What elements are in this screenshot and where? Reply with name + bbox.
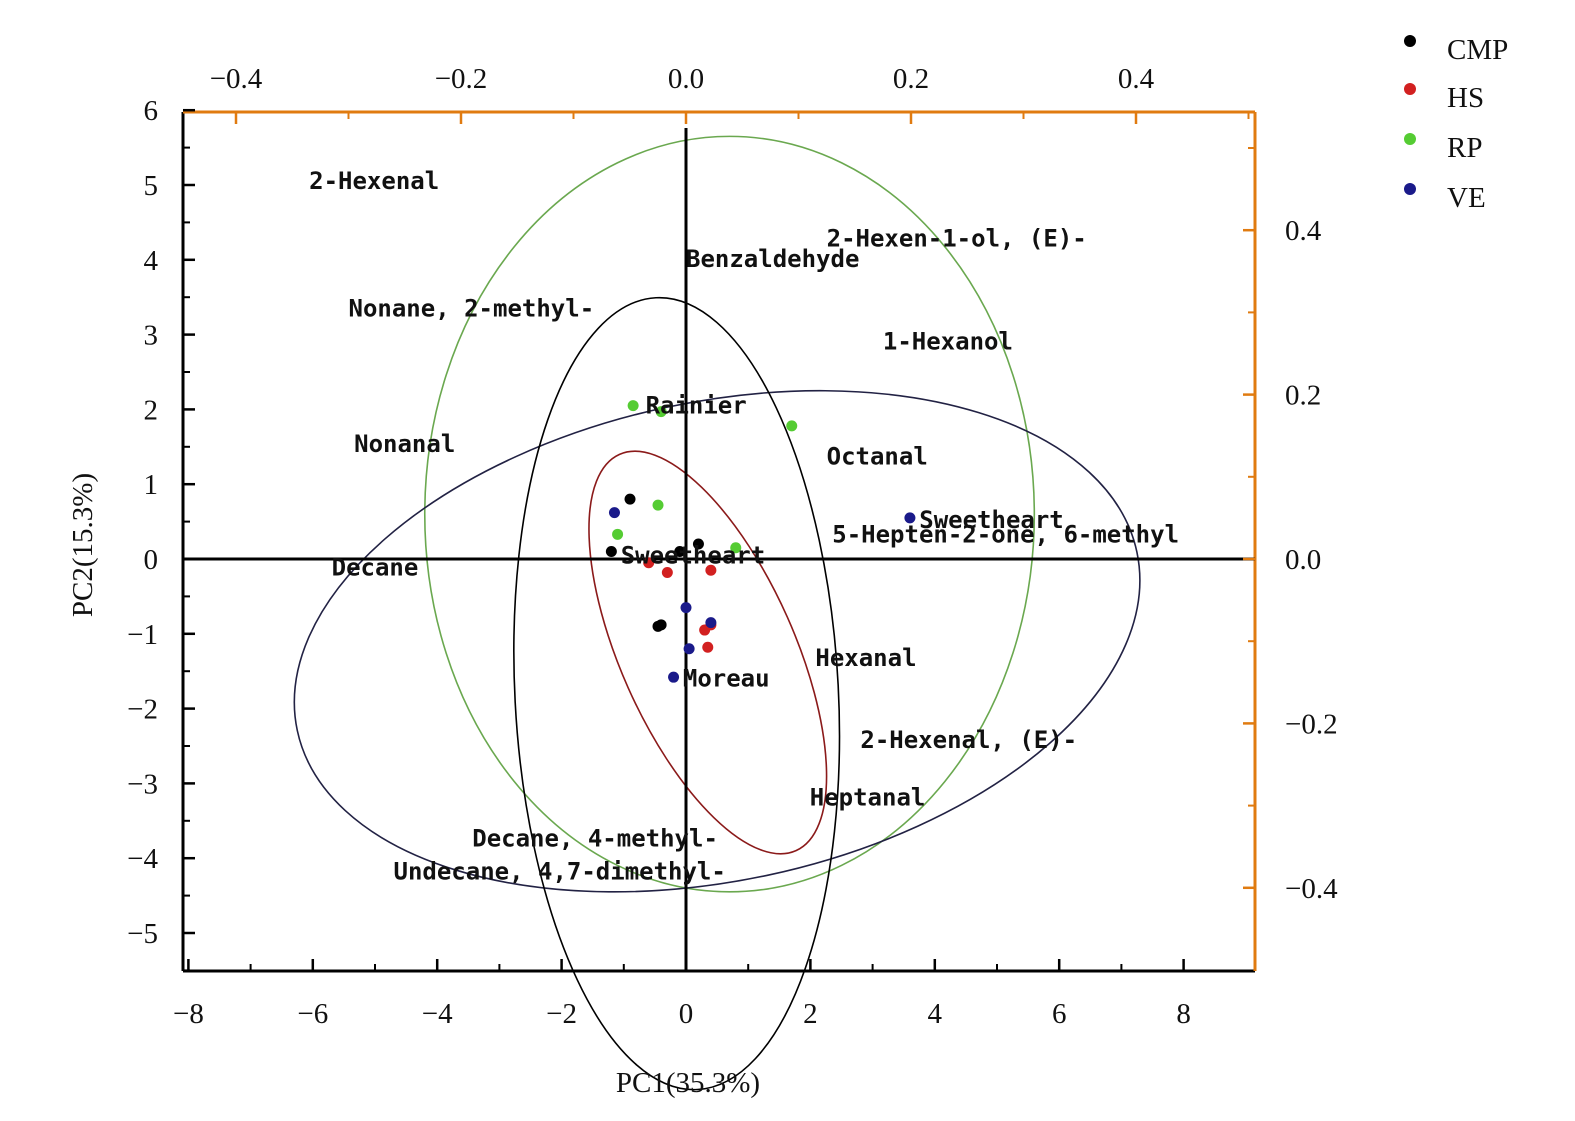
variable-label: 2-Hexenal <box>309 167 439 195</box>
legend-marker-cmp <box>1404 35 1416 47</box>
data-point-ve <box>668 671 680 683</box>
y-tick-label: −3 <box>127 768 158 800</box>
data-point-cmp <box>692 538 704 550</box>
data-point-cmp <box>655 619 667 631</box>
variable-label: Octanal <box>827 442 928 470</box>
data-point-ve <box>705 617 717 629</box>
legend-marker-ve <box>1404 183 1416 195</box>
data-point-ve <box>683 643 695 655</box>
y-tick-label: −4 <box>127 843 158 875</box>
data-point-cmp <box>674 546 686 558</box>
x-axis-title: PC1(35.3%) <box>616 1067 760 1099</box>
top-tick-label: −0.4 <box>210 63 263 95</box>
data-point-ve <box>904 512 916 524</box>
data-point-rp <box>730 542 742 554</box>
data-point-rp <box>655 406 667 418</box>
x-tick-label: −4 <box>422 998 453 1030</box>
legend: CMP HS RP VE <box>1404 34 1508 214</box>
data-point-rp <box>612 528 624 540</box>
legend-label: RP <box>1447 132 1482 164</box>
variable-label: Nonanal <box>354 430 455 458</box>
confidence-ellipse <box>588 450 828 855</box>
right-tick-label: 0.0 <box>1285 544 1321 576</box>
legend-label: VE <box>1447 182 1486 214</box>
sample-label: Sweetheart <box>919 506 1064 534</box>
variable-label: Decane, 4-methyl- <box>472 825 718 853</box>
sample-label: Sweetheart <box>621 541 766 569</box>
x-tick-label: 0 <box>679 998 694 1030</box>
variable-label: Benzaldehyde <box>686 245 859 273</box>
data-point-cmp <box>624 493 636 505</box>
y-tick-label: 4 <box>144 245 159 277</box>
variable-label: 2-Hexen-1-ol, (E)- <box>827 225 1087 253</box>
top-tick-label: 0.2 <box>893 63 929 95</box>
sample-label: Moreau <box>683 665 770 693</box>
x-tick-label: 6 <box>1052 998 1067 1030</box>
x-tick-label: 8 <box>1176 998 1191 1030</box>
data-point-hs <box>705 564 717 576</box>
confidence-ellipse <box>293 389 1141 893</box>
x-tick-label: −2 <box>546 998 577 1030</box>
data-point-hs <box>643 557 655 569</box>
y-tick-label: −5 <box>127 918 158 950</box>
y-tick-label: 6 <box>144 95 159 127</box>
variable-label: Undecane, 4,7-dimethyl- <box>394 858 726 886</box>
variable-label: 5-Hepten-2-one, 6-methyl <box>832 521 1179 549</box>
axes: −8 −6 −4 −2 0 2 4 6 8 −5 −4 −3 −2 −1 0 1 2 3 4 5 6 −0.4 −0.2 0.… <box>127 63 1338 1030</box>
legend-label: HS <box>1447 82 1484 114</box>
confidence-ellipses <box>293 135 1141 1091</box>
data-point-rp <box>652 499 664 511</box>
y-tick-label: 1 <box>144 469 159 501</box>
data-point-hs <box>661 566 673 578</box>
legend-marker-rp <box>1404 133 1416 145</box>
right-tick-label: 0.4 <box>1285 215 1322 247</box>
variable-label: Nonane, 2-methyl- <box>349 295 595 323</box>
data-point-ve <box>608 507 620 519</box>
data-point-cmp <box>605 546 617 558</box>
variable-label: 2-Hexenal, (E)- <box>860 726 1077 754</box>
variable-label: 1-Hexanol <box>883 327 1013 355</box>
right-tick-label: −0.4 <box>1285 873 1338 905</box>
sample-points <box>605 400 916 683</box>
sample-label: Rainier <box>646 392 747 420</box>
variable-labels: 2-Hexenal 2-Hexen-1-ol, (E)-Benzaldehyde N… <box>309 167 1179 885</box>
y-tick-label: 0 <box>144 544 159 576</box>
y-axis-title: PC2(15.3%) <box>67 473 99 617</box>
variable-label: Heptanal <box>810 784 926 812</box>
x-tick-label: −6 <box>297 998 328 1030</box>
data-point-rp <box>627 400 639 412</box>
y-tick-label: 3 <box>144 320 159 352</box>
x-tick-label: 2 <box>803 998 818 1030</box>
top-tick-label: −0.2 <box>435 63 488 95</box>
confidence-ellipse <box>513 296 841 1091</box>
variable-label: Decane <box>332 553 419 581</box>
x-tick-label: 4 <box>928 998 943 1030</box>
right-tick-label: −0.2 <box>1285 708 1338 740</box>
top-tick-label: 0.0 <box>668 63 704 95</box>
y-tick-label: 2 <box>144 394 159 426</box>
data-point-hs <box>702 641 714 653</box>
x-tick-label: −8 <box>173 998 204 1030</box>
y-tick-label: −1 <box>127 619 158 651</box>
right-tick-label: 0.2 <box>1285 380 1321 412</box>
legend-marker-hs <box>1404 83 1416 95</box>
legend-label: CMP <box>1447 34 1508 66</box>
y-tick-label: −2 <box>127 694 158 726</box>
y-tick-label: 5 <box>144 170 159 202</box>
data-point-ve <box>680 602 692 614</box>
data-point-rp <box>786 420 798 432</box>
variable-label: Hexanal <box>815 644 916 672</box>
confidence-ellipse <box>423 135 1036 893</box>
top-tick-label: 0.4 <box>1118 63 1155 95</box>
